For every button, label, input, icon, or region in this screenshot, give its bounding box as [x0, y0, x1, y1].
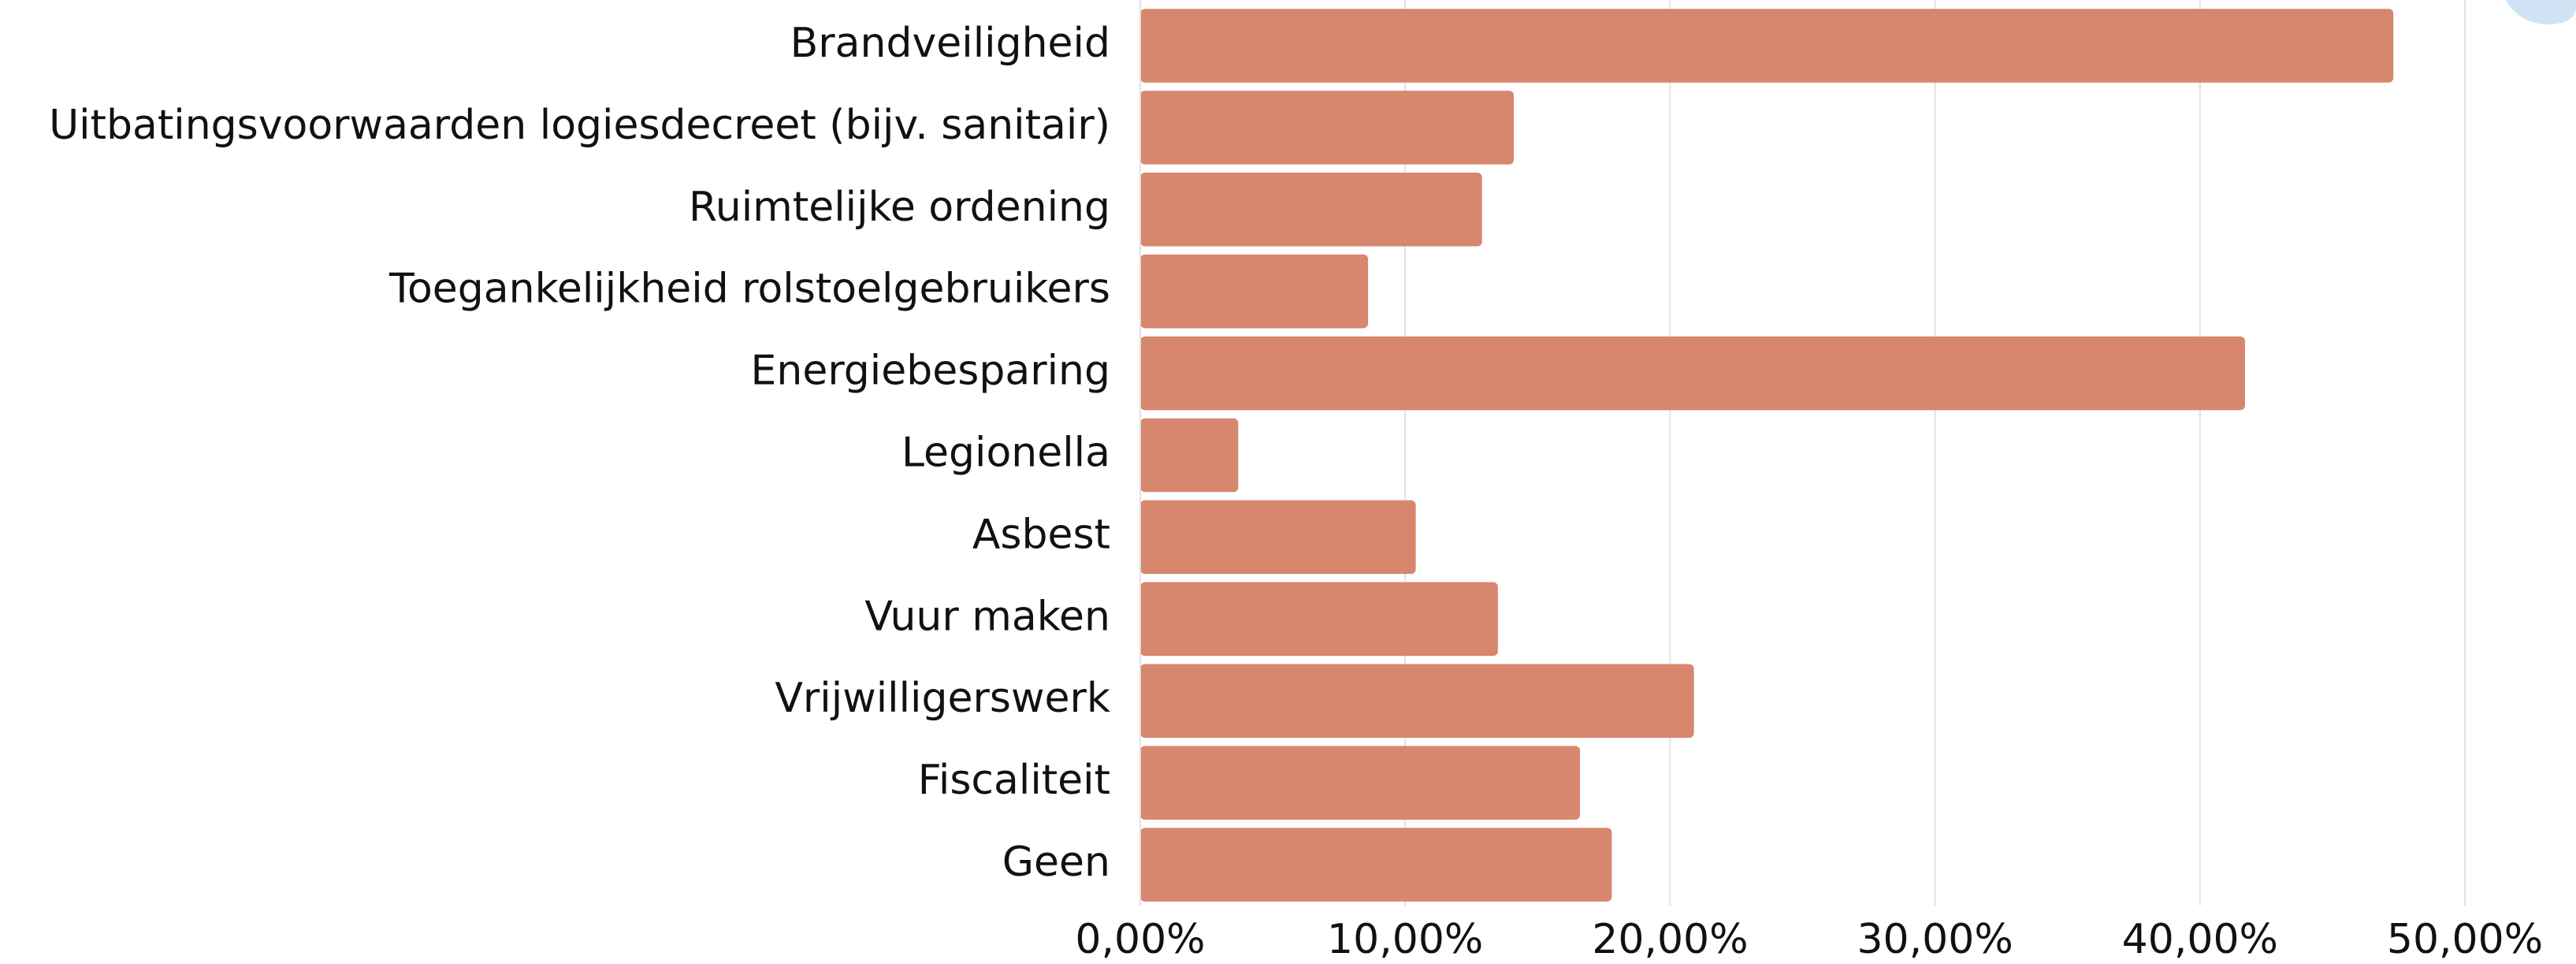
bar [1140, 254, 1369, 329]
x-tick-label: 30,00% [1857, 916, 2013, 963]
bar [1140, 582, 1498, 657]
x-tick-label: 0,00% [1075, 916, 1205, 963]
bar [1140, 500, 1416, 575]
y-tick-label: Fiscaliteit [918, 757, 1110, 804]
bar [1140, 9, 2394, 83]
bar [1140, 173, 1482, 247]
bar [1140, 828, 1612, 902]
y-tick-label: Uitbatingsvoorwaarden logiesdecreet (bij… [49, 102, 1110, 149]
y-tick-label: Toegankelijkheid rolstoelgebruikers [388, 266, 1110, 313]
decoration [2506, 0, 2576, 24]
x-tick-label: 10,00% [1327, 916, 1483, 963]
bar [1140, 418, 1239, 493]
y-tick-label: Ruimtelijke ordening [689, 184, 1110, 231]
x-tick-label: 20,00% [1592, 916, 1748, 963]
y-tick-label: Legionella [901, 430, 1110, 477]
bar [1140, 336, 2245, 411]
bar [1140, 746, 1581, 820]
x-tick-label: 40,00% [2122, 916, 2278, 963]
bar [1140, 91, 1515, 165]
y-tick-label: Energiebesparing [751, 348, 1110, 395]
y-tick-label: Vrijwilligerswerk [775, 675, 1110, 722]
y-tick-label: Asbest [972, 511, 1110, 558]
y-tick-label: Geen [1002, 839, 1110, 886]
bar [1140, 664, 1694, 738]
y-tick-label: Vuur maken [864, 593, 1110, 640]
x-tick-label: 50,00% [2387, 916, 2543, 963]
y-tick-label: Brandveiligheid [790, 20, 1110, 67]
